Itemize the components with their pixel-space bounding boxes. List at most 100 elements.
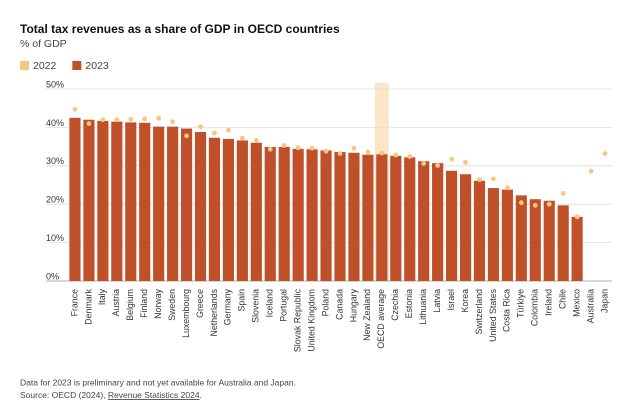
y-tick-label: 20%	[46, 195, 64, 205]
dot	[477, 177, 482, 183]
dot	[365, 149, 371, 155]
legend-swatch	[72, 61, 82, 70]
dot	[449, 156, 454, 162]
x-tick-label: Czechia	[390, 289, 400, 321]
x-tick-label: Spain	[237, 289, 247, 312]
dot	[421, 161, 427, 166]
x-tick-label: Poland	[320, 289, 330, 316]
x-tick-label: Costa Rica	[502, 289, 512, 332]
source-link[interactable]: Revenue Statistics 2024	[108, 390, 200, 400]
source-suffix: .	[200, 390, 202, 400]
y-tick-label: 40%	[46, 118, 64, 128]
x-tick-label: Sweden	[167, 289, 177, 321]
x-tick-label: Lithuania	[418, 289, 428, 325]
bar	[376, 154, 388, 281]
bar	[543, 200, 555, 281]
bar	[208, 137, 221, 281]
bar	[557, 205, 569, 281]
x-tick-label: Colombia	[530, 289, 540, 326]
dot	[323, 148, 329, 154]
x-tick-label: New Zealand	[362, 289, 372, 341]
bar	[515, 195, 527, 281]
x-tick-label: Norway	[153, 288, 163, 318]
bar	[306, 149, 318, 281]
x-tick-label: Australia	[585, 289, 595, 323]
dot	[379, 150, 385, 156]
dot	[309, 145, 315, 151]
bar	[501, 189, 513, 281]
bar	[264, 146, 276, 281]
bar	[334, 151, 346, 281]
dot	[212, 130, 217, 136]
x-tick-label: Netherlands	[209, 288, 219, 336]
dot	[491, 176, 496, 182]
dot	[435, 163, 441, 168]
source-prefix: Source: OECD (2024),	[20, 390, 108, 400]
dot	[295, 145, 301, 151]
bar	[125, 122, 137, 282]
bar	[446, 170, 458, 281]
x-tick-label: Israel	[446, 289, 456, 311]
dot	[100, 117, 106, 123]
bar	[111, 121, 123, 281]
x-tick-label: United Kingdom	[306, 289, 316, 352]
bar	[404, 157, 416, 281]
x-tick-label: Latvia	[432, 289, 442, 313]
bar	[250, 142, 262, 281]
bar	[194, 132, 207, 281]
dot	[114, 117, 120, 123]
dot	[72, 106, 78, 112]
x-tick-label: Denmark	[83, 288, 93, 324]
bar	[222, 138, 234, 281]
x-tick-label: Finland	[139, 289, 149, 318]
bar	[153, 126, 165, 281]
bar	[139, 122, 151, 282]
dot	[532, 202, 538, 208]
bar	[292, 148, 304, 281]
chart-title: Total tax revenues as a share of GDP in …	[20, 22, 340, 36]
bar	[236, 140, 248, 281]
dot	[239, 135, 245, 141]
x-tick-label: Hungary	[348, 288, 358, 322]
x-tick-label: Austria	[111, 289, 121, 316]
bar	[459, 174, 472, 281]
x-tick-label: Slovak Republic	[292, 288, 302, 352]
dot	[184, 133, 189, 139]
x-tick-label: Portugal	[279, 289, 289, 322]
y-tick-label: 0%	[46, 271, 59, 281]
x-tick-label: Türkiye	[516, 289, 526, 318]
dot	[198, 124, 203, 130]
dot	[463, 159, 468, 165]
y-tick-label: 50%	[46, 79, 64, 89]
y-tick-label: 30%	[46, 156, 64, 166]
dot	[393, 152, 399, 158]
bar	[97, 120, 109, 281]
bar	[167, 126, 179, 281]
bar	[348, 152, 360, 281]
bar	[571, 216, 583, 281]
x-tick-label: Italy	[97, 288, 107, 305]
dot	[253, 138, 259, 143]
x-tick-label: OECD average	[376, 289, 386, 349]
dot	[407, 154, 413, 159]
bar	[320, 150, 332, 281]
bar	[529, 199, 541, 281]
dot	[504, 185, 510, 191]
bar	[418, 161, 430, 281]
dot	[351, 145, 357, 151]
dot	[574, 214, 580, 220]
dot	[86, 121, 92, 126]
legend-swatch	[20, 61, 29, 70]
bar	[362, 154, 374, 281]
footnote: Data for 2023 is preliminary and not yet…	[20, 377, 296, 387]
x-tick-label: Korea	[460, 289, 470, 313]
dot	[226, 127, 231, 133]
dot	[281, 143, 287, 148]
x-tick-label: Japan	[599, 289, 609, 313]
x-tick-label: Switzerland	[474, 289, 484, 335]
x-tick-label: Belgium	[125, 289, 135, 321]
dot	[267, 146, 273, 152]
bar	[473, 180, 486, 281]
legend-label: 2022	[33, 60, 57, 72]
bar	[487, 188, 500, 281]
